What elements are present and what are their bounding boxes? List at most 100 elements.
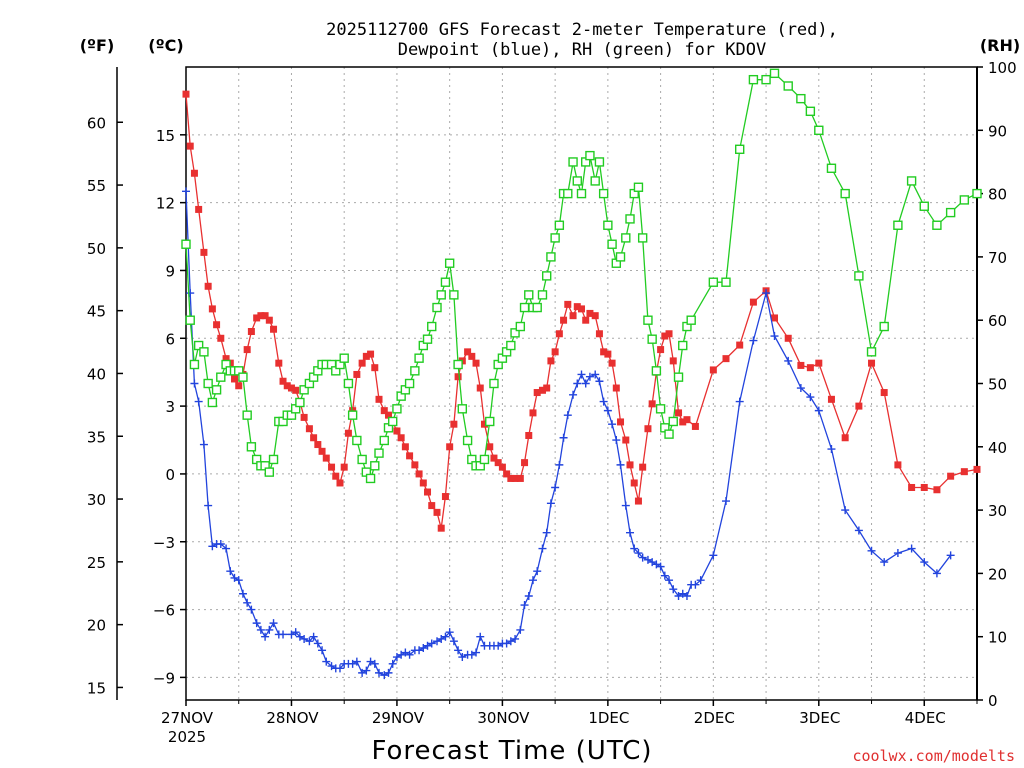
- data-point: [841, 506, 850, 515]
- data-point: [299, 385, 309, 395]
- data-point: [419, 479, 427, 487]
- data-point: [608, 420, 617, 429]
- data-point: [550, 233, 560, 243]
- data-point: [246, 442, 257, 452]
- data-point: [525, 431, 533, 439]
- x-tick-label: 2DEC: [694, 709, 735, 727]
- data-point: [494, 459, 502, 467]
- data-point: [708, 277, 719, 287]
- data-point: [673, 372, 684, 382]
- rh-tick-label: 80: [988, 186, 1007, 204]
- data-point: [318, 646, 327, 655]
- data-point: [292, 386, 300, 394]
- data-point: [709, 551, 718, 560]
- data-point: [616, 460, 625, 469]
- data-point: [454, 373, 462, 381]
- x-tick-label: 4DEC: [905, 709, 946, 727]
- data-point: [190, 379, 199, 388]
- data-point: [577, 370, 586, 379]
- x-tick-label: 3DEC: [799, 709, 840, 727]
- data-point: [441, 493, 449, 501]
- series-line: [185, 191, 952, 676]
- data-point: [344, 429, 352, 437]
- data-point: [674, 592, 683, 601]
- data-point: [392, 653, 401, 662]
- x-tick-label: 30NOV: [477, 709, 530, 727]
- data-point: [960, 468, 968, 476]
- fahrenheit-tick-label: 30: [87, 491, 106, 509]
- rh-tick-label: 20: [988, 565, 1007, 583]
- data-point: [427, 639, 436, 648]
- x-tick-label: 1DEC: [588, 709, 629, 727]
- data-point: [204, 282, 212, 290]
- data-point: [332, 472, 340, 480]
- data-point: [419, 644, 428, 653]
- rh-tick-label: 10: [988, 629, 1007, 647]
- data-point: [472, 359, 480, 367]
- data-point: [959, 195, 970, 205]
- data-point: [336, 479, 344, 487]
- data-point: [678, 340, 688, 351]
- data-point: [357, 454, 367, 465]
- data-point: [261, 312, 269, 320]
- data-point: [269, 619, 278, 628]
- data-point: [638, 553, 647, 562]
- data-point: [467, 650, 476, 659]
- data-point: [578, 305, 585, 313]
- data-point: [603, 406, 612, 415]
- data-point: [507, 474, 515, 482]
- celsius-tick-label: −6: [153, 602, 175, 620]
- data-point: [554, 220, 565, 230]
- data-point: [309, 632, 318, 641]
- data-point: [300, 413, 308, 421]
- data-point: [216, 540, 225, 549]
- data-point: [510, 328, 520, 338]
- data-point: [449, 637, 458, 646]
- data-point: [933, 486, 941, 494]
- data-point: [894, 461, 902, 469]
- data-point: [643, 315, 653, 325]
- data-point: [796, 384, 805, 393]
- data-point: [748, 74, 759, 85]
- data-point: [310, 434, 318, 442]
- data-point: [340, 463, 348, 471]
- data-point: [322, 454, 330, 462]
- series-temperature: [182, 90, 981, 532]
- data-point: [621, 501, 630, 510]
- data-point: [216, 372, 226, 382]
- celsius-tick-label: 9: [165, 262, 175, 280]
- rh-tick-label: 90: [988, 122, 1007, 140]
- x-tick-label: 29NOV: [372, 709, 425, 727]
- fahrenheit-tick-label: 25: [87, 554, 106, 572]
- data-point: [374, 448, 384, 458]
- data-point: [182, 90, 190, 98]
- data-point: [657, 346, 665, 354]
- data-point: [362, 352, 370, 360]
- data-point: [633, 182, 644, 192]
- data-point: [279, 630, 288, 639]
- data-point: [669, 585, 678, 594]
- data-point: [380, 671, 389, 680]
- data-point: [622, 436, 630, 444]
- data-point: [721, 497, 730, 506]
- data-point: [411, 461, 419, 469]
- data-point: [621, 233, 631, 243]
- data-point: [489, 378, 499, 389]
- data-point: [264, 467, 275, 477]
- data-point: [268, 454, 279, 465]
- data-point: [591, 370, 600, 379]
- data-point: [546, 252, 556, 262]
- data-point: [661, 332, 669, 340]
- data-point: [532, 302, 542, 313]
- credit-text: coolwx.com/modelts: [852, 747, 1015, 765]
- data-point: [287, 630, 296, 639]
- data-point: [563, 188, 573, 199]
- data-point: [440, 277, 451, 287]
- data-point: [617, 418, 625, 426]
- celsius-tick-label: 6: [165, 330, 175, 348]
- data-point: [305, 425, 313, 433]
- data-point: [213, 321, 221, 329]
- data-point: [252, 619, 261, 628]
- data-point: [457, 404, 468, 414]
- data-point: [318, 447, 326, 455]
